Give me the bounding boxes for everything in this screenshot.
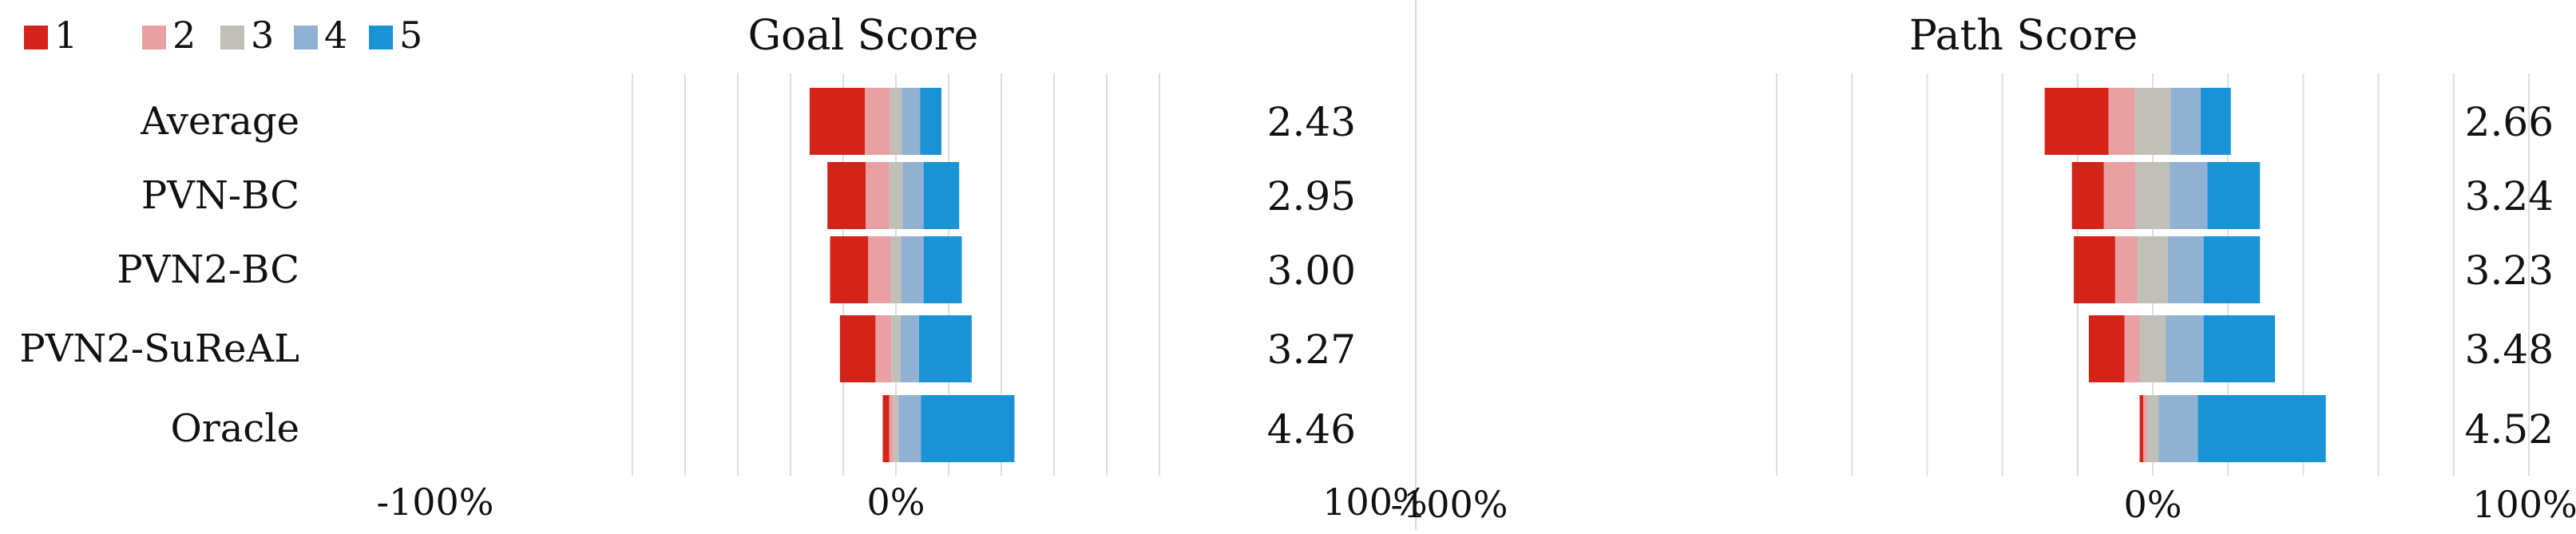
- path-bar-pvn2-sureal-3: [2139, 315, 2166, 382]
- path-mean-pvn-bc: 3.24: [2465, 173, 2554, 220]
- goal-mean-oracle: 4.46: [1267, 406, 1356, 453]
- goal-bar-oracle-3: [893, 395, 899, 462]
- goal-bar-pvn-bc-4: [902, 162, 924, 229]
- path-mean-oracle: 4.52: [2465, 406, 2554, 453]
- goal-mean-average: 2.43: [1267, 99, 1356, 145]
- goal-bar-pvn2-sureal-5: [918, 315, 972, 382]
- path-bar-oracle-3: [2146, 395, 2159, 462]
- path-bar-pvn-bc-1: [2071, 162, 2104, 229]
- legend-swatch-4: [294, 26, 318, 49]
- goal-bar-pvn2-bc-2: [868, 236, 891, 303]
- path-bar-average-3: [2134, 88, 2171, 155]
- path-mean-pvn2-sureal: 3.48: [2465, 326, 2554, 373]
- path-bar-pvn2-bc-2: [2114, 236, 2138, 303]
- goal-bar-pvn2-bc-5: [923, 236, 962, 303]
- path-bar-pvn2-bc-5: [2203, 236, 2261, 303]
- legend-label-1: 1: [54, 14, 77, 57]
- category-label-oracle: Oracle: [170, 406, 299, 451]
- path-bar-oracle-1: [2139, 395, 2144, 462]
- goal-bar-pvn2-bc-1: [830, 236, 869, 303]
- goal-xtick-label: 100%: [1322, 481, 1428, 524]
- goal-bar-oracle-1: [882, 395, 890, 462]
- path-bar-average-5: [2201, 88, 2231, 155]
- goal-bar-pvn-bc-3: [889, 162, 903, 229]
- path-bar-pvn2-sureal-1: [2088, 315, 2125, 382]
- path-bar-oracle-2: [2143, 395, 2147, 462]
- legend-swatch-2: [142, 26, 166, 49]
- category-label-average: Average: [140, 99, 299, 144]
- path-xtick-label: 0%: [2124, 483, 2182, 526]
- goal-bar-average-5: [920, 88, 941, 155]
- goal-bar-pvn2-bc-3: [890, 236, 902, 303]
- goal-title: Goal Score: [748, 12, 979, 60]
- category-label-pvn-bc: PVN-BC: [141, 173, 299, 218]
- path-title: Path Score: [1909, 12, 2138, 60]
- legend-label-4: 4: [324, 14, 347, 57]
- path-bar-pvn2-sureal-2: [2124, 315, 2140, 382]
- goal-mean-pvn2-sureal: 3.27: [1267, 326, 1356, 373]
- legend-label-5: 5: [399, 14, 422, 57]
- path-mean-average: 2.66: [2465, 99, 2554, 145]
- goal-bar-average-2: [865, 88, 890, 155]
- goal-bar-average-3: [890, 88, 902, 155]
- goal-bar-oracle-4: [898, 395, 921, 462]
- category-label-pvn2-sureal: PVN2-SuReAL: [19, 326, 299, 371]
- path-xtick-label: -100%: [1390, 483, 1508, 526]
- path-bar-oracle-5: [2198, 395, 2326, 462]
- path-mean-pvn2-bc: 3.23: [2465, 247, 2554, 294]
- legend-label-3: 3: [251, 14, 274, 57]
- path-bar-pvn-bc-2: [2103, 162, 2136, 229]
- legend-swatch-5: [369, 26, 393, 49]
- goal-xtick-label: 0%: [867, 481, 925, 524]
- goal-bar-pvn-bc-2: [866, 162, 890, 229]
- goal-mean-pvn2-bc: 3.00: [1267, 247, 1356, 294]
- path-bar-average-2: [2108, 88, 2135, 155]
- goal-bar-pvn2-bc-4: [901, 236, 924, 303]
- goal-mean-pvn-bc: 2.95: [1267, 173, 1356, 220]
- path-bar-pvn2-bc-4: [2167, 236, 2204, 303]
- path-bar-pvn2-sureal-5: [2203, 315, 2276, 382]
- category-label-pvn2-bc: PVN2-BC: [117, 247, 299, 292]
- path-bar-pvn-bc-4: [2170, 162, 2208, 229]
- goal-bar-pvn-bc-1: [827, 162, 866, 229]
- path-bar-average-1: [2044, 88, 2109, 155]
- path-bar-pvn2-bc-3: [2138, 236, 2168, 303]
- goal-bar-pvn-bc-5: [923, 162, 960, 229]
- path-xtick-label: 100%: [2472, 483, 2576, 526]
- legend-swatch-1: [24, 26, 48, 49]
- goal-xtick-label: -100%: [376, 481, 493, 524]
- goal-bar-pvn2-sureal-3: [891, 315, 901, 382]
- path-bar-pvn-bc-5: [2207, 162, 2261, 229]
- path-bar-average-4: [2170, 88, 2201, 155]
- legend-label-2: 2: [172, 14, 196, 57]
- path-bar-pvn-bc-3: [2135, 162, 2170, 229]
- path-bar-oracle-4: [2158, 395, 2198, 462]
- legend-swatch-3: [220, 26, 244, 49]
- path-bar-pvn2-sureal-4: [2166, 315, 2204, 382]
- goal-bar-average-4: [902, 88, 921, 155]
- goal-bar-pvn2-sureal-1: [839, 315, 876, 382]
- path-bar-pvn2-bc-1: [2074, 236, 2115, 303]
- goal-bar-oracle-5: [921, 395, 1015, 462]
- goal-bar-oracle-2: [889, 395, 894, 462]
- goal-bar-average-1: [809, 88, 866, 155]
- goal-bar-pvn2-sureal-4: [900, 315, 919, 382]
- goal-bar-pvn2-sureal-2: [875, 315, 892, 382]
